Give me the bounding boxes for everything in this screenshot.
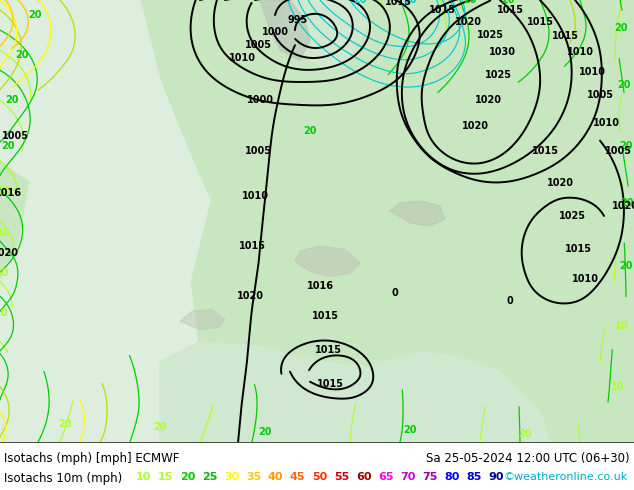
Text: 35: 35	[246, 472, 261, 482]
Text: 1015: 1015	[526, 17, 553, 27]
Polygon shape	[295, 246, 360, 276]
Text: 25: 25	[202, 472, 217, 482]
Text: 10: 10	[136, 472, 152, 482]
Text: 1025: 1025	[477, 30, 503, 40]
Text: 20: 20	[153, 422, 167, 432]
Text: 10: 10	[611, 382, 624, 392]
Text: 20: 20	[258, 427, 272, 437]
Text: 10: 10	[0, 308, 9, 318]
Text: 1005: 1005	[245, 146, 271, 156]
Text: 1025: 1025	[559, 211, 586, 221]
Polygon shape	[180, 309, 225, 329]
Text: 1005: 1005	[245, 40, 271, 50]
Text: ©weatheronline.co.uk: ©weatheronline.co.uk	[504, 472, 628, 482]
Text: Isotachs 10m (mph): Isotachs 10m (mph)	[4, 472, 122, 485]
Text: 1010: 1010	[242, 191, 269, 201]
Text: 1025: 1025	[484, 71, 512, 80]
Text: 1010: 1010	[567, 47, 593, 57]
Polygon shape	[260, 0, 310, 60]
Text: 20: 20	[5, 96, 19, 105]
Text: 20: 20	[501, 0, 515, 5]
Text: 20: 20	[403, 0, 417, 5]
Text: 20: 20	[180, 472, 195, 482]
Text: 1020: 1020	[474, 96, 501, 105]
Text: 1015: 1015	[384, 0, 411, 7]
Text: 20: 20	[618, 80, 631, 90]
Text: 1010: 1010	[578, 67, 605, 77]
Text: 0: 0	[392, 288, 398, 298]
Text: 70: 70	[400, 472, 415, 482]
Text: 1020: 1020	[0, 248, 18, 258]
Text: 10: 10	[0, 228, 11, 238]
Text: 20: 20	[15, 50, 29, 60]
Text: 20: 20	[1, 141, 15, 150]
Text: 1016: 1016	[0, 188, 22, 198]
Text: 15: 15	[158, 472, 173, 482]
Text: 20: 20	[614, 23, 628, 33]
Text: 60: 60	[356, 472, 372, 482]
Polygon shape	[280, 0, 370, 71]
Text: 1020: 1020	[462, 121, 489, 130]
Text: 65: 65	[378, 472, 394, 482]
Text: 1015: 1015	[552, 31, 578, 41]
Text: 20: 20	[620, 198, 634, 208]
Text: 1010: 1010	[228, 53, 256, 63]
Text: 1000: 1000	[247, 96, 273, 105]
Text: 20: 20	[303, 125, 317, 136]
Text: 75: 75	[422, 472, 437, 482]
Text: 10: 10	[0, 268, 10, 278]
Text: 1005: 1005	[604, 146, 631, 156]
Text: 1020: 1020	[547, 178, 574, 188]
Text: Isotachs (mph) [mph] ECMWF: Isotachs (mph) [mph] ECMWF	[4, 452, 179, 465]
Text: 45: 45	[290, 472, 306, 482]
Text: 30: 30	[224, 472, 239, 482]
Text: 20: 20	[58, 419, 72, 429]
Text: 90: 90	[488, 472, 503, 482]
Text: 50: 50	[312, 472, 327, 482]
Polygon shape	[390, 201, 445, 226]
Text: 20: 20	[353, 0, 366, 5]
Text: 20: 20	[619, 261, 633, 271]
Text: 1005: 1005	[586, 91, 614, 100]
Text: 1030: 1030	[489, 47, 515, 57]
Text: 1020: 1020	[236, 292, 264, 301]
Text: 10: 10	[615, 321, 629, 331]
Text: Sa 25-05-2024 12:00 UTC (06+30): Sa 25-05-2024 12:00 UTC (06+30)	[427, 452, 630, 465]
Text: 1020: 1020	[612, 201, 634, 211]
Text: 20: 20	[29, 10, 42, 20]
Text: 80: 80	[444, 472, 460, 482]
Text: 1000: 1000	[261, 27, 288, 37]
Text: 1015: 1015	[531, 146, 559, 156]
Text: 85: 85	[466, 472, 481, 482]
Text: 20: 20	[619, 141, 633, 150]
Text: 1015: 1015	[496, 5, 524, 15]
Text: 20: 20	[0, 186, 12, 196]
Text: 1010: 1010	[571, 274, 598, 284]
Text: 1015: 1015	[316, 379, 344, 389]
Text: 20: 20	[518, 429, 532, 439]
Text: 1015: 1015	[564, 244, 592, 254]
Text: 40: 40	[268, 472, 283, 482]
Text: 1010: 1010	[593, 118, 619, 127]
Text: 20: 20	[463, 0, 477, 5]
Text: 1005: 1005	[1, 131, 29, 141]
Text: 1016: 1016	[306, 281, 333, 291]
Text: 995: 995	[288, 15, 308, 25]
Text: 1020: 1020	[455, 17, 481, 27]
Text: 1015: 1015	[238, 241, 266, 251]
Text: 0: 0	[507, 296, 514, 306]
Polygon shape	[160, 342, 550, 442]
Text: 1015: 1015	[314, 344, 342, 355]
Text: 20: 20	[403, 425, 417, 435]
Polygon shape	[0, 0, 210, 442]
Text: 55: 55	[334, 472, 349, 482]
Text: 1015: 1015	[311, 312, 339, 321]
Text: 1015: 1015	[429, 5, 455, 15]
